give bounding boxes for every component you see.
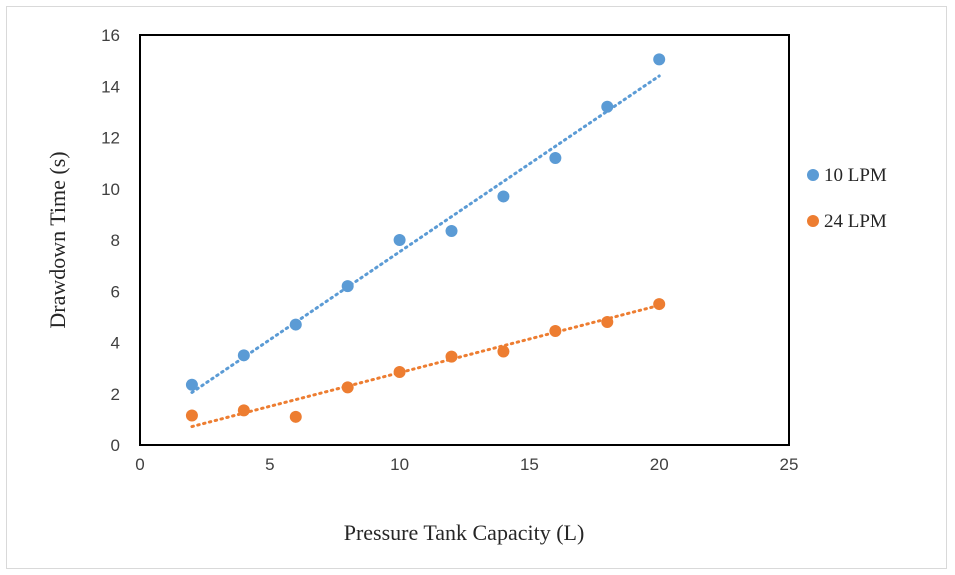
x-tick-label: 20	[650, 455, 669, 474]
data-point-series-2	[549, 324, 562, 337]
y-tick-label: 12	[101, 129, 120, 148]
trendline-series-2	[190, 303, 661, 429]
data-point-series-1	[393, 234, 406, 246]
x-tick-label: 5	[265, 455, 274, 474]
legend-label-series-1: 10 LPM	[824, 165, 887, 186]
data-point-series-1	[445, 225, 458, 238]
x-tick-label: 25	[780, 455, 799, 474]
legend-marker-series-2	[807, 215, 819, 227]
data-point-series-1	[497, 190, 510, 203]
data-point-series-1	[549, 152, 562, 164]
x-tick-label: 15	[520, 455, 539, 474]
x-tick-label: 0	[135, 455, 144, 474]
data-point-series-2	[237, 404, 250, 417]
legend: 10 LPM 24 LPM	[807, 165, 887, 232]
trendline-series-1	[190, 74, 661, 394]
legend-marker-series-1	[807, 169, 819, 181]
data-point-series-2	[601, 316, 614, 328]
data-point-series-1	[185, 378, 198, 391]
legend-label-series-2: 24 LPM	[824, 211, 887, 232]
plot-area	[139, 34, 790, 446]
data-point-series-1	[653, 53, 666, 66]
data-point-series-1	[341, 280, 354, 293]
data-point-series-2	[653, 298, 666, 311]
data-point-series-2	[341, 381, 354, 394]
data-point-series-2	[445, 350, 458, 363]
y-axis-title: Drawdown Time (s)	[45, 151, 70, 328]
data-point-series-2	[393, 365, 406, 378]
y-tick-label: 0	[111, 436, 120, 455]
y-tick-label: 6	[111, 282, 120, 301]
data-point-series-2	[185, 409, 198, 422]
data-point-series-1	[237, 349, 250, 362]
x-tick-label: 10	[390, 455, 409, 474]
x-axis-title: Pressure Tank Capacity (L)	[344, 520, 585, 545]
data-point-series-2	[289, 410, 302, 423]
data-point-series-1	[601, 100, 614, 113]
y-tick-label: 8	[111, 231, 120, 250]
y-tick-label: 4	[111, 334, 120, 353]
y-tick-label: 2	[111, 385, 120, 404]
data-point-series-1	[289, 318, 302, 331]
data-point-series-2	[497, 345, 510, 358]
y-tick-label: 10	[101, 180, 120, 199]
y-tick-label: 14	[101, 77, 120, 96]
y-tick-label: 16	[101, 26, 120, 45]
